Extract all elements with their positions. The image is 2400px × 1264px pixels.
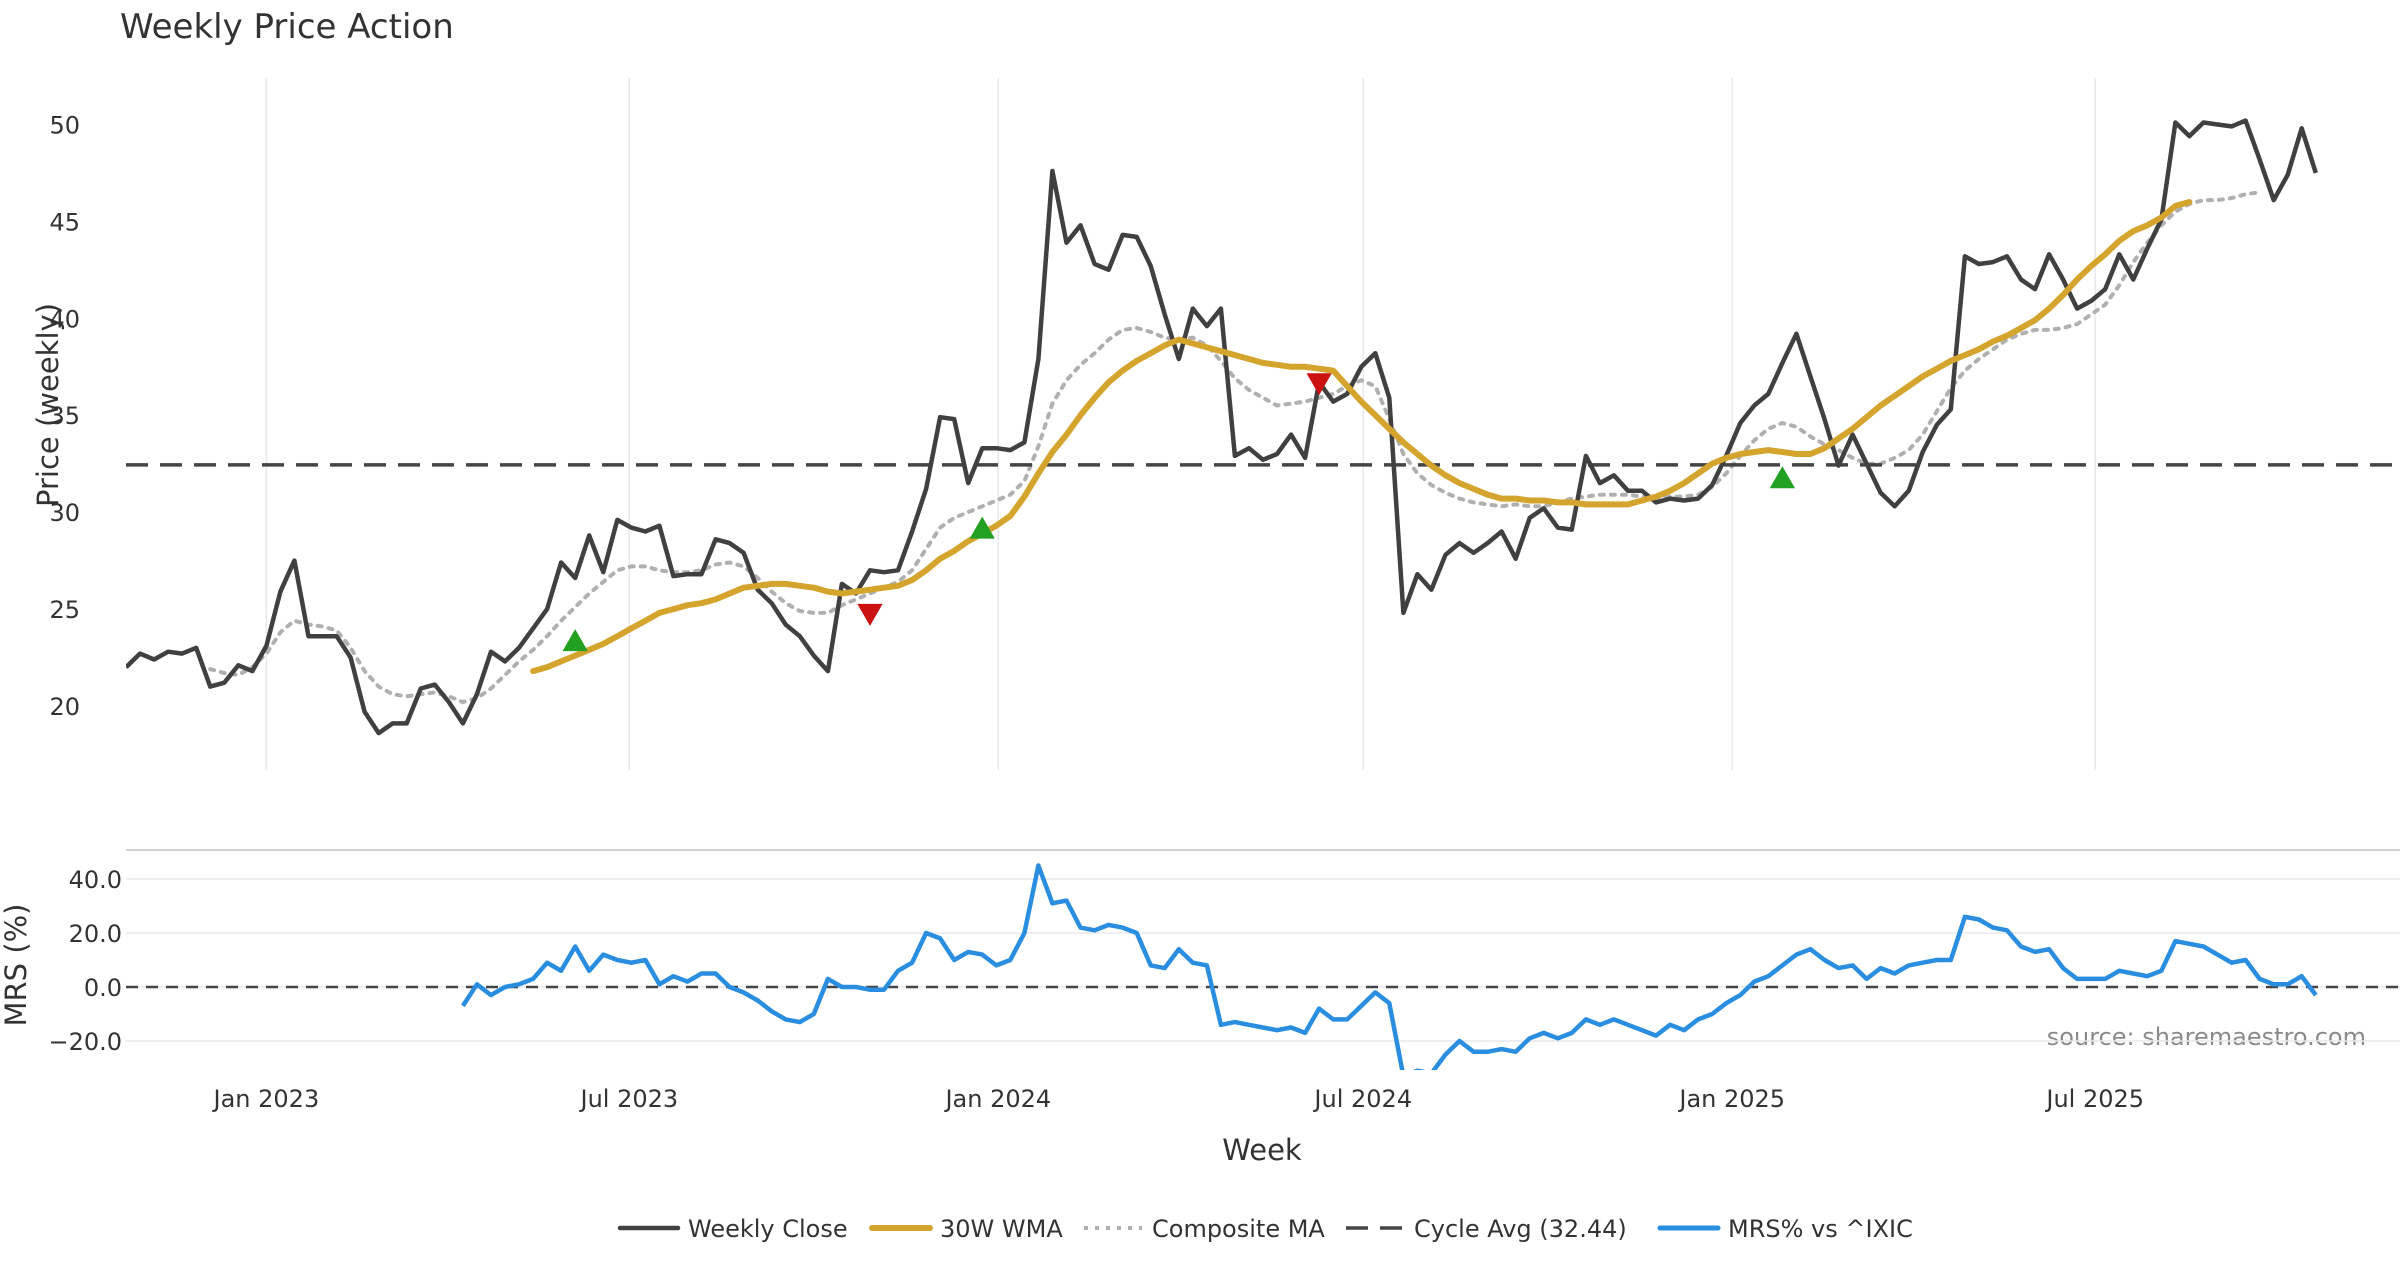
price-y-tick: 40 bbox=[49, 305, 80, 333]
x-tick-label: Jul 2024 bbox=[1312, 1085, 1412, 1113]
grid-layer bbox=[126, 78, 2400, 1042]
x-tick-label: Jan 2023 bbox=[212, 1085, 320, 1113]
legend-item-30w-wma: 30W WMA bbox=[869, 1215, 1063, 1243]
legend-item-mrs-vs-ixic: MRS% vs ^IXIC bbox=[1657, 1215, 1913, 1243]
x-tick-label: Jul 2025 bbox=[2044, 1085, 2144, 1113]
legend-item-weekly-close: Weekly Close bbox=[617, 1215, 848, 1243]
price-series-group bbox=[126, 118, 2400, 736]
legend-item-composite-ma: Composite MA bbox=[1084, 1215, 1325, 1243]
price-axis-label: Price (weekly) bbox=[31, 303, 65, 507]
buy-signal-marker bbox=[1769, 466, 1796, 489]
composite-ma-line bbox=[208, 190, 2262, 705]
x-axis-label: Week bbox=[1222, 1133, 1302, 1167]
mrs-y-tick: −20.0 bbox=[48, 1028, 122, 1056]
x-tick-label: Jan 2025 bbox=[1677, 1085, 1785, 1113]
mrs-panel bbox=[126, 863, 2400, 1070]
legend-label: 30W WMA bbox=[940, 1215, 1063, 1243]
mrs-y-tick: 40.0 bbox=[69, 866, 122, 894]
price-y-tick: 45 bbox=[49, 208, 80, 236]
axis-ticks: Jan 2023 Jul 2023 Jan 2024 Jul 2024 Jan 2025… bbox=[48, 111, 2144, 1113]
source-note: source: sharemaestro.com bbox=[2047, 1023, 2366, 1051]
price-y-tick: 35 bbox=[49, 402, 80, 430]
weekly-close-line bbox=[126, 118, 2318, 736]
price-y-tick: 25 bbox=[49, 596, 80, 624]
x-tick-label: Jan 2024 bbox=[943, 1085, 1051, 1113]
chart-title: Weekly Price Action bbox=[120, 7, 454, 47]
mrs-y-tick: 0.0 bbox=[84, 974, 122, 1002]
price-panel bbox=[126, 118, 2400, 736]
mrs-y-tick: 20.0 bbox=[69, 920, 122, 948]
mrs-series-group bbox=[126, 863, 2400, 1070]
buy-signal-marker bbox=[562, 629, 588, 652]
legend-item-cycle-avg-32-44: Cycle Avg (32.44) bbox=[1346, 1215, 1627, 1243]
mrs-line bbox=[461, 863, 2318, 1070]
price-y-tick: 20 bbox=[49, 693, 80, 721]
legend: Weekly Close 30W WMA Composite MA Cycle Avg… bbox=[617, 1215, 1913, 1243]
x-tick-label: Jul 2023 bbox=[578, 1085, 678, 1113]
mrs-axis-label: MRS (%) bbox=[0, 904, 33, 1027]
wma-30w-line bbox=[530, 199, 2193, 675]
sell-signal-marker bbox=[1306, 373, 1332, 396]
legend-label: MRS% vs ^IXIC bbox=[1728, 1215, 1913, 1243]
sell-signal-marker bbox=[857, 603, 883, 626]
legend-label: Weekly Close bbox=[688, 1215, 848, 1243]
legend-label: Cycle Avg (32.44) bbox=[1414, 1215, 1627, 1243]
legend-label: Composite MA bbox=[1152, 1215, 1325, 1243]
price-y-tick: 30 bbox=[49, 499, 80, 527]
price-y-tick: 50 bbox=[49, 111, 80, 139]
buy-signal-marker bbox=[969, 516, 995, 539]
